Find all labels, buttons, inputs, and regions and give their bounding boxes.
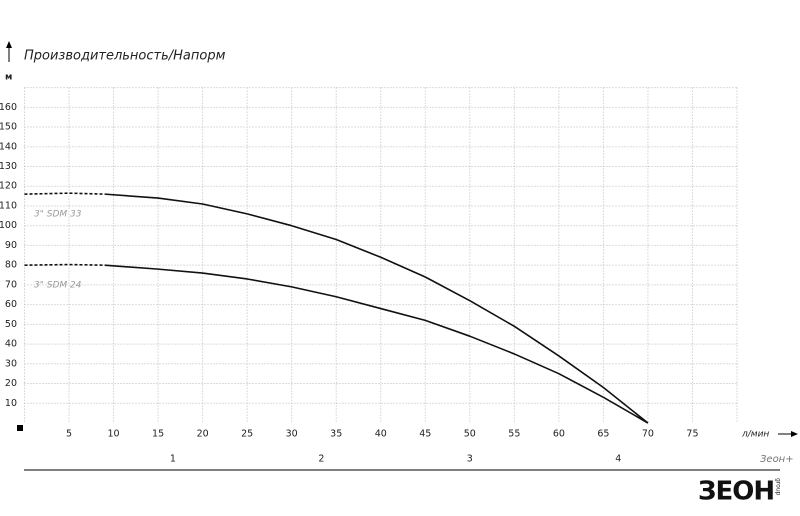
y-tick-label: 50 bbox=[5, 319, 17, 330]
x-tick-label: 15 bbox=[152, 429, 164, 440]
chart-title: Производительность/Напорм bbox=[24, 49, 226, 64]
x2-tick-label: 3 bbox=[467, 454, 473, 465]
y-tick-label: 110 bbox=[0, 200, 17, 211]
y-tick-label: 70 bbox=[5, 279, 17, 290]
y-arrow-head bbox=[6, 41, 12, 48]
line bbox=[104, 193, 649, 424]
x2-tick-label: 4 bbox=[615, 454, 621, 465]
x-tick-label: 75 bbox=[686, 429, 698, 440]
x-tick-label: 55 bbox=[508, 429, 520, 440]
x-tick-label: 5 bbox=[66, 429, 72, 440]
origin-mark bbox=[17, 425, 23, 431]
x-tick-label: 70 bbox=[642, 429, 654, 440]
y-tick-label: 20 bbox=[5, 378, 17, 389]
x-tick-label: 45 bbox=[419, 429, 431, 440]
y-tick-label: 120 bbox=[0, 181, 17, 192]
extrapolated-line bbox=[24, 263, 105, 266]
y-tick-label: 80 bbox=[5, 260, 17, 271]
x-tick-label: 30 bbox=[286, 429, 298, 440]
y-tick-label: 160 bbox=[0, 102, 17, 113]
x-tick-label: 10 bbox=[108, 429, 120, 440]
y-tick-label: 150 bbox=[0, 122, 17, 133]
x-tick-label: 50 bbox=[464, 429, 476, 440]
logo: ЗЕОН bbox=[698, 477, 774, 507]
x-tick-label: 35 bbox=[330, 429, 342, 440]
y-tick-label: 60 bbox=[5, 299, 17, 310]
x-tick-label: 25 bbox=[241, 429, 253, 440]
y-tick-label: 10 bbox=[5, 398, 17, 409]
x-tick-label: 65 bbox=[597, 429, 609, 440]
y-tick-label: 100 bbox=[0, 220, 17, 231]
x2-tick-label: 1 bbox=[170, 454, 176, 465]
y-tick-label: 40 bbox=[5, 339, 17, 350]
x-arrow-head bbox=[791, 431, 798, 437]
x-tick-label: 40 bbox=[375, 429, 387, 440]
x-tick-label: 20 bbox=[197, 429, 209, 440]
y-tick-label: 30 bbox=[5, 358, 17, 369]
y-tick-label: 90 bbox=[5, 240, 17, 251]
extrapolated-line bbox=[24, 192, 105, 195]
x2-tick-label: 2 bbox=[318, 454, 324, 465]
x-tick-label: 60 bbox=[553, 429, 565, 440]
series-label: 3" SDM 33 bbox=[34, 210, 82, 220]
logo-subtext: group bbox=[775, 478, 782, 496]
y-axis-label: м bbox=[5, 73, 12, 83]
y-tick-label: 130 bbox=[0, 161, 17, 172]
series-label: 3" SDM 24 bbox=[34, 281, 82, 291]
line bbox=[104, 264, 649, 424]
secondary-axis-label: Зеон+ bbox=[760, 454, 794, 465]
y-tick-label: 140 bbox=[0, 141, 17, 152]
x-axis-label: л/мин bbox=[741, 430, 769, 440]
